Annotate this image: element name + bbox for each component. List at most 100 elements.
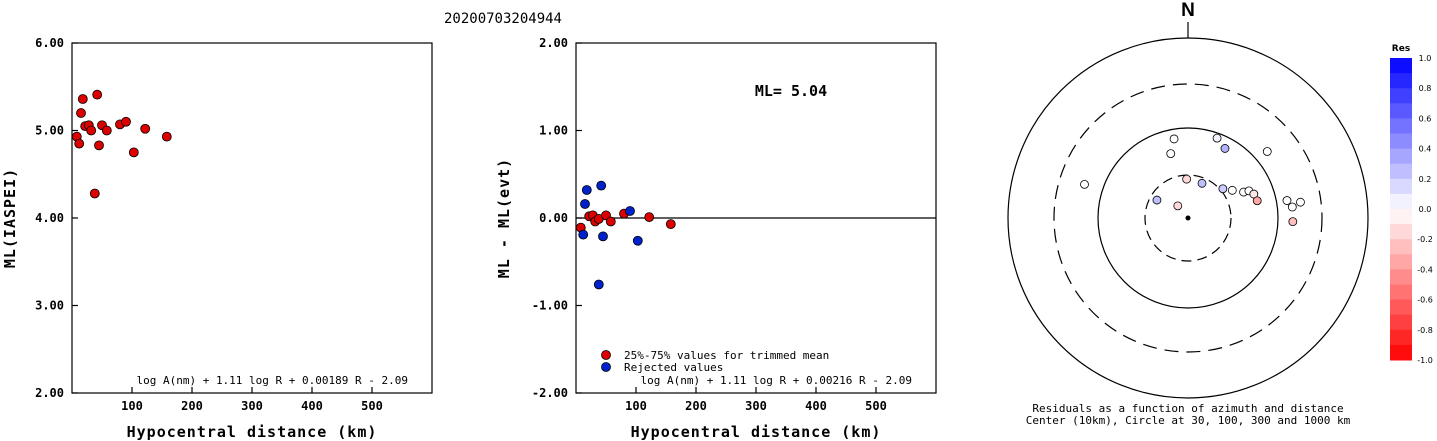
trimmed-data-point xyxy=(605,216,616,227)
colorbar-cell xyxy=(1390,118,1412,134)
colorbar-cell xyxy=(1390,88,1412,104)
residual-ytick-label: -1.00 xyxy=(532,299,568,313)
residual-ytick-label: 2.00 xyxy=(539,36,568,50)
ml-xtick-label: 200 xyxy=(181,399,203,413)
ml-points xyxy=(71,89,172,199)
station-marker xyxy=(1282,196,1292,205)
colorbar-cell xyxy=(1390,133,1412,150)
station-marker xyxy=(1212,133,1222,143)
station-marker xyxy=(1080,179,1089,189)
rejected-data-point xyxy=(632,235,643,246)
station-marker xyxy=(1262,147,1272,156)
colorbar-tick-label: 0.4 xyxy=(1419,145,1432,154)
ml-y-axis-label: ML(IASPEI) xyxy=(1,168,19,268)
colorbar-cell xyxy=(1390,148,1412,165)
rejected-data-point xyxy=(598,231,608,242)
ml-xtick-label: 100 xyxy=(121,399,143,413)
residual-distance-panel: -2.00 -1.00 0.00 1.00 2.00 100 200 300 400 500 M… xyxy=(495,36,937,441)
colorbar-tick-label: 1.0 xyxy=(1419,54,1432,63)
ml-data-point xyxy=(74,138,85,149)
ml-ytick-label: 3.00 xyxy=(35,299,64,313)
colorbar-cell xyxy=(1390,284,1412,301)
ml-value-label: ML= 5.04 xyxy=(755,82,827,100)
legend-marker-rejected xyxy=(601,362,611,372)
ml-x-ticks: 100 200 300 400 500 xyxy=(121,387,383,413)
rejected-data-point xyxy=(593,279,604,290)
ml-data-point xyxy=(76,108,86,118)
colorbar-cell xyxy=(1390,254,1412,270)
ml-formula: log A(nm) + 1.11 log R + 0.00189 R - 2.0… xyxy=(136,374,408,387)
ml-ytick-label: 6.00 xyxy=(35,36,64,50)
polar-caption-line1: Residuals as a function of azimuth and d… xyxy=(1032,402,1343,415)
ml-xtick-label: 500 xyxy=(361,399,383,413)
colorbar-tick-label: -1.0 xyxy=(1417,356,1433,365)
ml-y-ticks: 2.00 3.00 4.00 5.00 6.00 xyxy=(35,36,78,400)
ml-data-point xyxy=(128,147,139,158)
colorbar-tick-label: -0.4 xyxy=(1417,265,1433,274)
colorbar-cells xyxy=(1390,58,1412,361)
station-marker xyxy=(1220,144,1230,153)
ml-ytick-label: 2.00 xyxy=(35,386,64,400)
residual-x-ticks: 100 200 300 400 500 xyxy=(625,387,887,413)
residual-xtick-label: 500 xyxy=(865,399,887,413)
residual-xtick-label: 400 xyxy=(805,399,827,413)
residual-formula: log A(nm) + 1.11 log R + 0.00216 R - 2.0… xyxy=(640,374,912,387)
station-marker xyxy=(1152,195,1162,205)
epicenter-marker xyxy=(1185,215,1191,221)
colorbar-cell xyxy=(1390,299,1412,316)
ml-data-point xyxy=(140,123,151,134)
rejected-data-point xyxy=(625,206,635,216)
legend-marker-trimmed xyxy=(601,350,611,360)
residual-ytick-label: -2.00 xyxy=(532,386,568,400)
ml-data-point xyxy=(94,140,104,151)
colorbar-title: Res xyxy=(1392,44,1410,54)
ring-300km xyxy=(1053,83,1323,353)
ml-data-point xyxy=(77,94,88,104)
station-marker xyxy=(1173,201,1183,211)
station-marker xyxy=(1227,185,1237,195)
polar-caption-line2: Center (10km), Circle at 30, 100, 300 an… xyxy=(1026,414,1351,427)
ring-30km xyxy=(1144,174,1232,262)
residual-y-axis-label: ML - ML(evt) xyxy=(495,158,513,278)
residual-points xyxy=(575,180,676,290)
colorbar-cell xyxy=(1390,329,1412,346)
ml-data-point xyxy=(89,188,100,199)
colorbar-cell xyxy=(1390,209,1412,225)
colorbar-tick-label: 0.2 xyxy=(1419,175,1432,184)
residual-ytick-label: 0.00 xyxy=(539,211,568,225)
station-marker xyxy=(1296,197,1305,207)
colorbar-cell xyxy=(1390,193,1412,210)
residual-ytick-label: 1.00 xyxy=(539,124,568,138)
azimuth-residual-panel: N Residuals as a function of azimuth and… xyxy=(1007,0,1369,427)
ml-data-point xyxy=(86,125,97,136)
colorbar-tick-label: 0.8 xyxy=(1419,84,1432,93)
colorbar-cell xyxy=(1390,163,1412,180)
residual-xtick-label: 100 xyxy=(625,399,647,413)
residual-y-ticks: -2.00 -1.00 0.00 1.00 2.00 xyxy=(532,36,582,400)
rejected-data-point xyxy=(581,185,592,195)
ml-data-point xyxy=(92,89,103,100)
station-marker xyxy=(1288,217,1298,227)
colorbar-tick-label: 0.6 xyxy=(1419,114,1432,123)
colorbar-cell xyxy=(1390,269,1412,285)
figure-title: 20200703204944 xyxy=(444,11,562,27)
colorbar-cell xyxy=(1390,224,1412,240)
station-marker xyxy=(1218,184,1228,194)
ml-xtick-label: 300 xyxy=(241,399,263,413)
ml-x-axis-label: Hypocentral distance (km) xyxy=(127,423,378,441)
colorbar-ticks: 1.0 0.8 0.6 0.4 0.2 0.0 -0.2 -0.4 -0.6 -0.8 -1.0 xyxy=(1417,54,1433,365)
station-marker xyxy=(1166,149,1176,159)
colorbar-tick-label: -0.2 xyxy=(1417,235,1433,244)
ml-xtick-label: 400 xyxy=(301,399,323,413)
colorbar-cell xyxy=(1390,73,1412,89)
residual-xtick-label: 300 xyxy=(745,399,767,413)
legend: 25%-75% values for trimmed mean Rejected… xyxy=(601,349,829,374)
station-marker xyxy=(1252,196,1262,206)
station-markers xyxy=(1080,133,1305,227)
colorbar-cell xyxy=(1390,103,1412,119)
station-marker xyxy=(1182,174,1192,184)
legend-label-rejected: Rejected values xyxy=(624,361,723,374)
ml-data-point xyxy=(101,125,112,136)
ml-data-point xyxy=(161,131,172,142)
